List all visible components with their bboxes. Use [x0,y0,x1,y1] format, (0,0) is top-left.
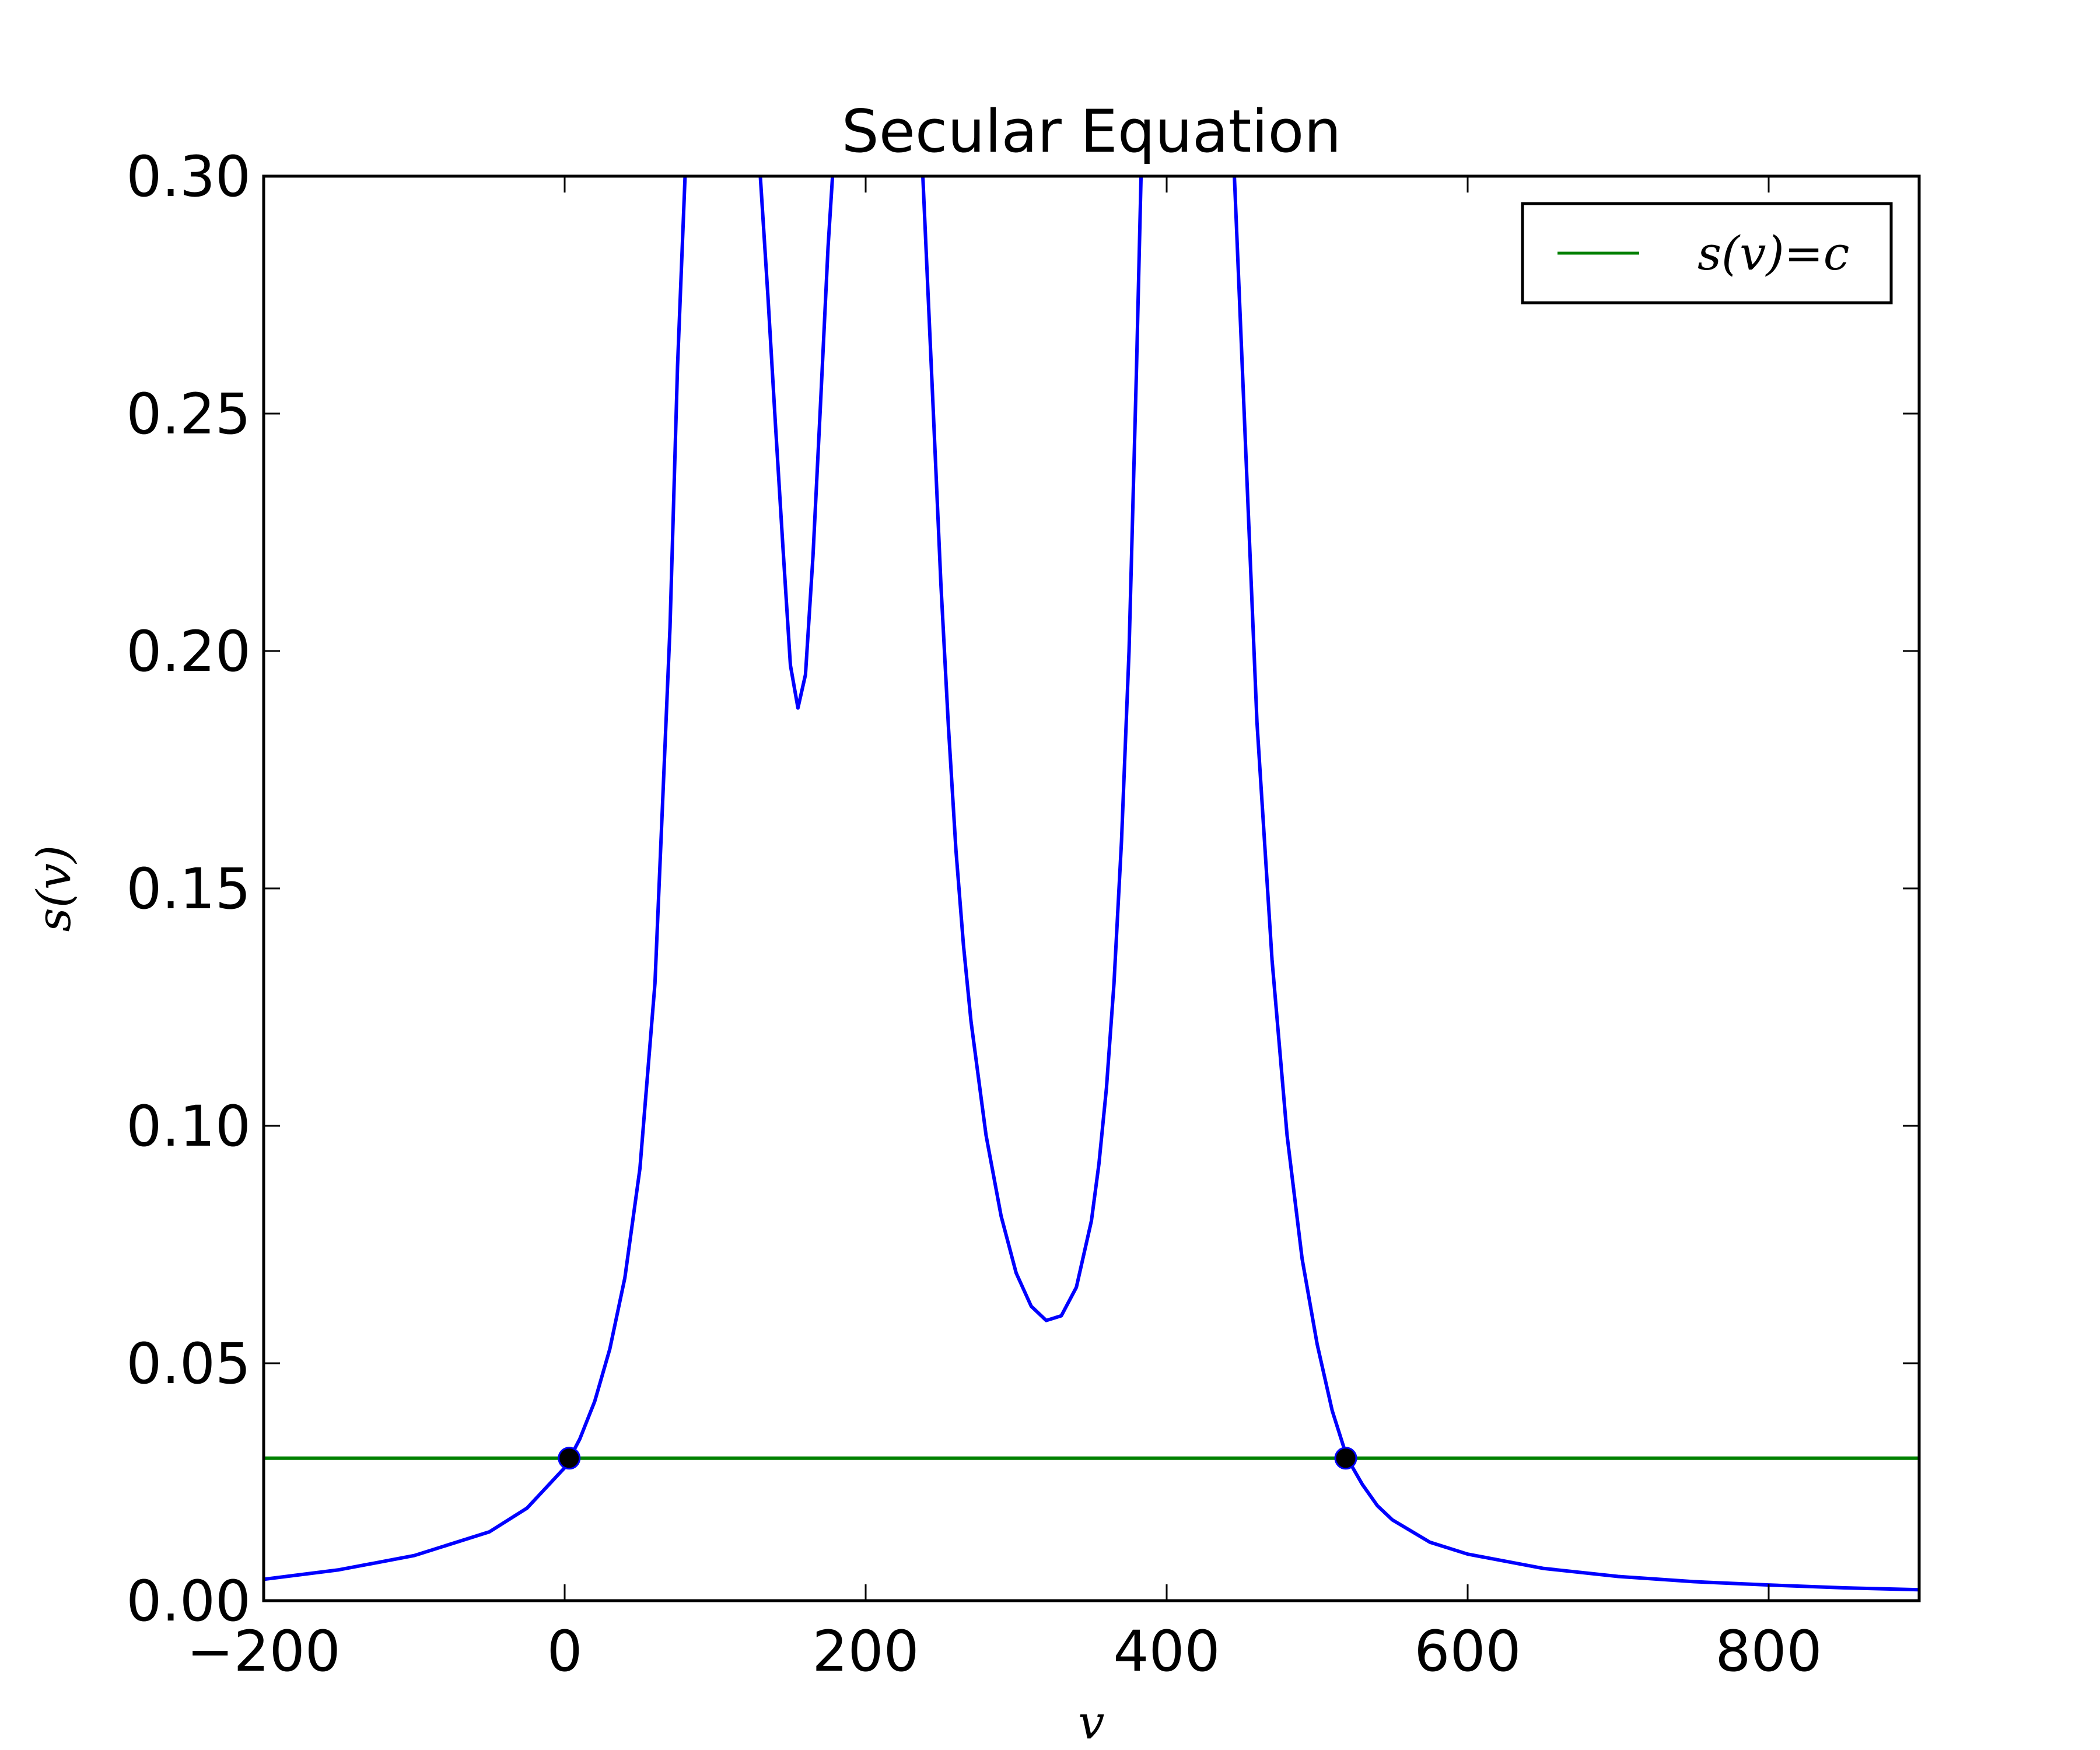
plot-data-layer [264,176,1919,1592]
blue-curve-branch-3 [921,176,1143,1322]
y-axis-label: s(v) [27,845,81,932]
y-tick-label: 0.00 [126,1569,251,1634]
legend: s(v)=c [1521,202,1893,304]
x-tick-label: 400 [1113,1619,1220,1684]
y-tick-label: 0.15 [126,856,251,922]
blue-curve-branch-2 [758,176,835,710]
x-tick-label: 800 [1715,1619,1822,1684]
x-axis-label: v [1078,1695,1104,1749]
x-tick-label: 600 [1414,1619,1521,1684]
tick-labels: −200 0 200 400 600 800 0.00 0.05 0.10 0.15 0.20 0.2… [126,144,1822,1684]
x-tick-label: 0 [547,1619,582,1684]
y-tick-label: 0.30 [126,144,251,209]
tick-marks [262,175,1919,1602]
chart-title: Secular Equation [842,97,1342,166]
x-tick-label: −200 [187,1619,341,1684]
y-tick-label: 0.05 [126,1331,251,1396]
intersection-point-2 [1334,1447,1357,1470]
x-tick-label: 200 [812,1619,919,1684]
blue-curve-branch-4 [1233,176,1919,1592]
legend-label: s(v)=c [1698,226,1850,281]
y-tick-label: 0.20 [126,619,251,684]
y-tick-label: 0.10 [126,1094,251,1159]
y-tick-label: 0.25 [126,382,251,447]
intersection-point-1 [558,1447,581,1470]
blue-curve-branch-1 [264,176,687,1581]
